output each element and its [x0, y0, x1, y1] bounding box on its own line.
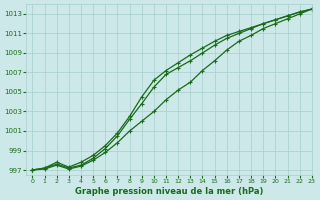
X-axis label: Graphe pression niveau de la mer (hPa): Graphe pression niveau de la mer (hPa): [75, 187, 263, 196]
